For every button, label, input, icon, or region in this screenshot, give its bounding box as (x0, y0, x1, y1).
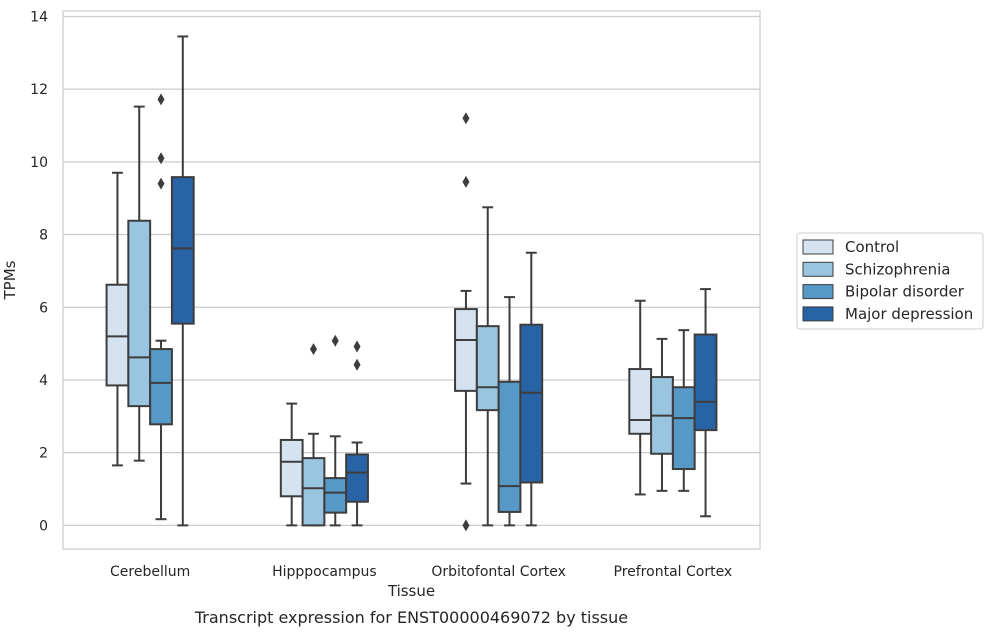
outlier-point (353, 340, 361, 353)
legend-label: Control (845, 238, 899, 256)
box (693, 333, 718, 432)
outlier-point (331, 334, 339, 347)
legend-swatch (802, 306, 834, 322)
outlier-point (157, 177, 165, 190)
legend-swatch (802, 239, 834, 255)
outlier-point (462, 112, 470, 125)
box (170, 176, 195, 325)
series-major-depression (170, 35, 718, 527)
x-tick-label: Orbitofontal Cortex (431, 564, 566, 580)
y-tick-label: 14 (30, 9, 48, 25)
x-tick-label: Prefrontal Cortex (614, 564, 733, 580)
legend: Control Schizophrenia Bipolar disorder Majo… (796, 232, 984, 330)
outlier-point (462, 519, 470, 532)
box (301, 457, 326, 527)
box (105, 283, 130, 387)
outlier-point (462, 175, 470, 188)
box (671, 386, 696, 471)
box (628, 368, 653, 435)
y-axis-tick-labels: 0 2 4 6 8 10 12 14 (30, 9, 48, 534)
figure-caption: Transcript expression for ENST0000046907… (194, 608, 628, 627)
y-tick-label: 2 (39, 446, 48, 462)
legend-swatch (802, 284, 834, 300)
x-tick-label: Hipppocampus (272, 564, 377, 580)
legend-label: Schizophrenia (845, 260, 950, 278)
plot-area-frame (62, 10, 761, 550)
series-bipolar-disorder (149, 93, 696, 527)
y-tick-label: 10 (30, 155, 48, 171)
y-tick-label: 4 (39, 373, 48, 389)
legend-label: Bipolar disorder (845, 283, 965, 301)
y-tick-label: 12 (30, 82, 48, 98)
box (279, 438, 304, 498)
series-control (105, 112, 653, 532)
y-tick-label: 0 (39, 518, 48, 534)
outlier-point (309, 343, 317, 356)
box (149, 348, 173, 426)
x-tick-label: Cerebellum (110, 564, 190, 580)
box (475, 325, 500, 412)
y-axis-label: TPMs (1, 260, 19, 300)
legend-swatch (802, 261, 834, 277)
outlier-point (157, 152, 165, 165)
box (497, 380, 522, 513)
box (127, 219, 152, 408)
outlier-point (157, 93, 165, 106)
box (454, 308, 478, 392)
outlier-point (353, 358, 361, 371)
box-series (105, 35, 718, 532)
box (345, 453, 369, 503)
y-tick-label: 6 (39, 300, 48, 316)
x-axis-tick-labels: Cerebellum Hipppocampus Orbitofontal Corte… (110, 564, 732, 580)
series-schizophrenia (127, 105, 674, 527)
legend-frame (796, 232, 984, 330)
y-tick-label: 8 (39, 228, 48, 244)
box (519, 323, 544, 484)
x-axis-label: Tissue (387, 582, 435, 600)
legend-label: Major depression (845, 305, 973, 323)
box (323, 477, 348, 514)
